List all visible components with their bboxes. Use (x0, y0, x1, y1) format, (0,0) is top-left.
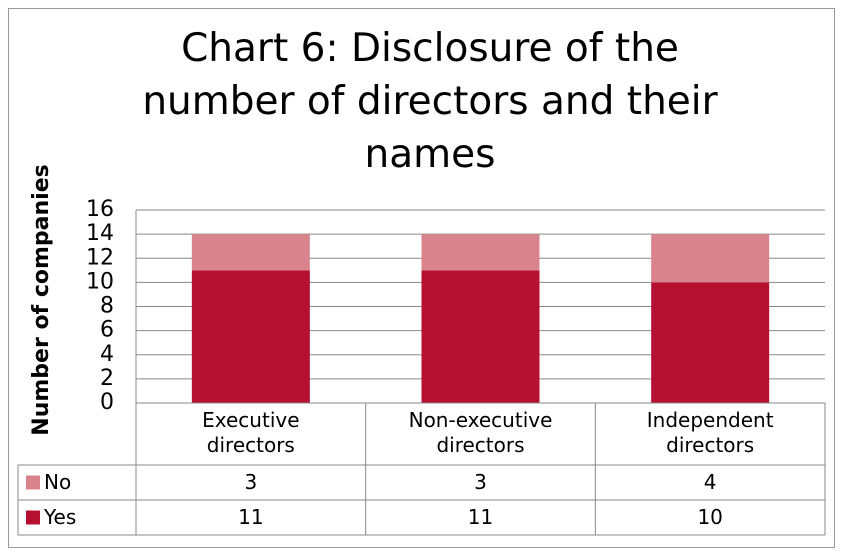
y-tick-label: 2 (100, 366, 114, 391)
table-value: 3 (474, 470, 487, 494)
y-tick-label: 14 (86, 221, 114, 246)
legend-label: No (44, 470, 71, 494)
table-value: 3 (244, 470, 257, 494)
chart-title: Chart 6: Disclosure of the number of dir… (142, 26, 718, 177)
bar-segment (651, 282, 770, 403)
legend-key (26, 475, 40, 490)
bar-segment (421, 234, 540, 271)
y-tick-label: 16 (86, 197, 114, 222)
y-tick-label: 0 (100, 390, 114, 415)
bar-segment (421, 270, 540, 403)
table-value: 4 (704, 470, 717, 494)
bar-segment (191, 270, 310, 403)
table-value: 10 (697, 505, 722, 529)
table-value: 11 (238, 505, 263, 529)
x-tick-label: Executive directors (202, 408, 300, 457)
table-value: 11 (468, 505, 493, 529)
x-tick-label: Non-executive directors (408, 408, 553, 457)
legend-label: Yes (43, 505, 76, 529)
legend-key (26, 510, 40, 525)
y-tick-label: 8 (100, 294, 114, 319)
y-tick-label: 12 (86, 245, 114, 270)
bar-segment (651, 234, 770, 283)
chart-border (8, 8, 835, 548)
x-tick-label: Independent directors (646, 408, 774, 457)
y-tick-label: 4 (100, 342, 114, 367)
y-tick-label: 10 (86, 269, 114, 294)
y-axis-label: Number of companies (29, 164, 54, 435)
y-tick-label: 6 (100, 318, 114, 343)
bar-segment (191, 234, 310, 271)
